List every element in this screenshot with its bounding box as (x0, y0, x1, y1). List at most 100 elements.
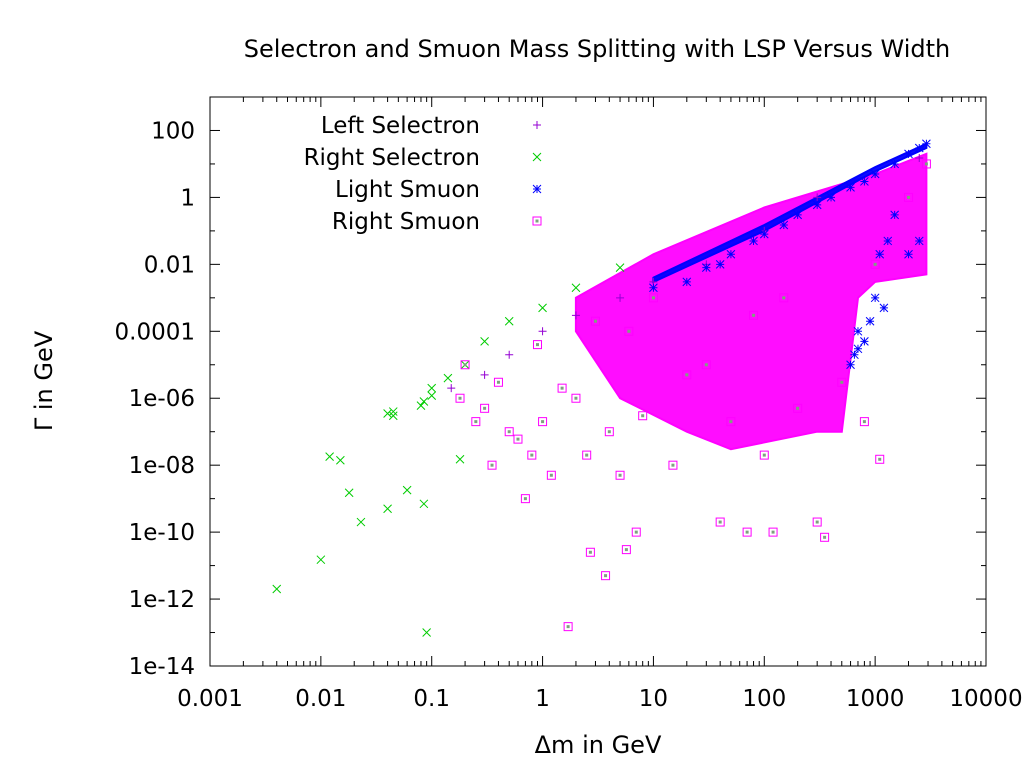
point-light-smuon (914, 143, 924, 153)
legend-label-left-selectron: Left Selectron (321, 113, 480, 139)
point-light-smuon (853, 344, 863, 354)
legend: Left Selectron Right Selectron Light Smuon… (304, 113, 542, 235)
point-left-selectron (571, 311, 580, 320)
y-tick-label: 1e-14 (129, 654, 195, 680)
point-right-selectron (480, 337, 489, 346)
point-light-smuon (850, 350, 859, 360)
point-light-smuon (904, 149, 913, 159)
point-right-smuon (701, 360, 711, 370)
x-tick-label: 10000 (949, 686, 1022, 712)
point-right-smuon (487, 460, 497, 470)
y-tick-label: 1e-12 (129, 587, 195, 613)
point-right-selectron (416, 401, 426, 411)
legend-marker-left-selectron (533, 121, 541, 129)
point-left-selectron (813, 193, 822, 202)
point-right-selectron (455, 454, 465, 464)
point-right-selectron (344, 488, 354, 498)
x-tick-label: 0.1 (413, 686, 450, 712)
point-right-selectron (325, 452, 334, 461)
point-right-smuon (563, 622, 573, 632)
point-right-selectron (383, 409, 392, 418)
point-right-smuon (455, 393, 465, 403)
point-right-smuon (571, 393, 581, 403)
point-right-smuon (715, 517, 725, 527)
point-light-smuon (682, 277, 692, 287)
point-right-smuon (621, 545, 631, 555)
point-light-smuon (779, 220, 789, 230)
point-right-smuon (875, 454, 885, 464)
point-right-selectron (316, 555, 326, 565)
x-tick-label: 0.01 (295, 686, 346, 712)
point-right-selectron (571, 283, 581, 293)
point-left-selectron (616, 293, 625, 302)
point-right-smuon (859, 417, 869, 427)
dense-region-right-smuon (574, 152, 928, 451)
point-right-smuon (460, 360, 470, 370)
point-light-smuon (715, 259, 725, 269)
point-left-selectron (915, 154, 924, 163)
point-right-smuon (742, 527, 752, 537)
point-right-smuon (870, 259, 880, 269)
legend-label-light-smuon: Light Smuon (335, 177, 480, 203)
point-light-smuon (846, 182, 855, 192)
point-right-smuon (480, 403, 490, 413)
point-light-smuon (904, 249, 913, 259)
legend-label-right-selectron: Right Selectron (304, 145, 480, 171)
x-tick-label: 100 (742, 686, 786, 712)
point-right-smuon (837, 377, 847, 387)
x-tick-label: 0.001 (177, 686, 243, 712)
point-right-smuon (759, 450, 769, 460)
point-right-smuon (793, 403, 803, 413)
point-right-selectron (504, 316, 514, 326)
point-right-smuon (904, 192, 914, 202)
point-left-selectron (505, 350, 514, 359)
y-tick-label: 0.01 (144, 252, 195, 278)
point-right-smuon (631, 527, 641, 537)
point-light-smuon (890, 159, 900, 169)
point-right-selectron (422, 628, 431, 637)
point-right-selectron (615, 263, 625, 272)
point-right-selectron (356, 517, 366, 527)
point-light-smuon (846, 360, 855, 370)
y-axis-label: Γ in GeV (30, 330, 58, 431)
point-light-smuon (870, 169, 880, 179)
point-light-smuon (875, 249, 885, 259)
point-right-smuon (812, 517, 822, 527)
point-right-selectron (427, 383, 437, 393)
point-light-smuon (870, 293, 880, 303)
point-right-selectron (383, 504, 392, 514)
point-light-smuon (793, 210, 803, 220)
point-right-smuon (471, 417, 481, 427)
point-right-selectron (419, 499, 429, 509)
point-light-smuon (879, 303, 889, 313)
point-right-selectron (388, 407, 398, 416)
point-light-smuon (649, 283, 658, 293)
point-left-selectron (538, 327, 547, 336)
point-left-selectron (447, 384, 456, 393)
point-right-smuon (648, 293, 658, 303)
point-right-smuon (538, 417, 548, 427)
point-right-smuon (604, 427, 614, 437)
x-tick-label: 10 (639, 686, 668, 712)
point-right-smuon (615, 470, 625, 480)
point-light-smuon (883, 236, 893, 246)
y-tick-label: 0.0001 (115, 319, 195, 345)
point-right-smuon (779, 293, 789, 303)
x-axis-label: Δm in GeV (535, 731, 662, 759)
point-right-selectron (336, 455, 345, 465)
y-tick-label: 1 (180, 185, 195, 211)
point-right-smuon (493, 377, 503, 387)
point-right-smuon (585, 547, 595, 557)
legend-label-right-smuon: Right Smuon (332, 209, 480, 235)
point-light-smuon (759, 229, 769, 239)
point-right-smuon (532, 340, 542, 350)
point-right-smuon (557, 383, 567, 393)
point-light-smuon (860, 337, 869, 346)
point-right-smuon (624, 326, 634, 336)
dense-region-light-smuon (652, 142, 928, 284)
point-light-smuon (812, 200, 822, 210)
point-light-smuon (701, 263, 711, 272)
point-right-smuon (820, 532, 830, 542)
point-right-selectron (538, 303, 547, 313)
